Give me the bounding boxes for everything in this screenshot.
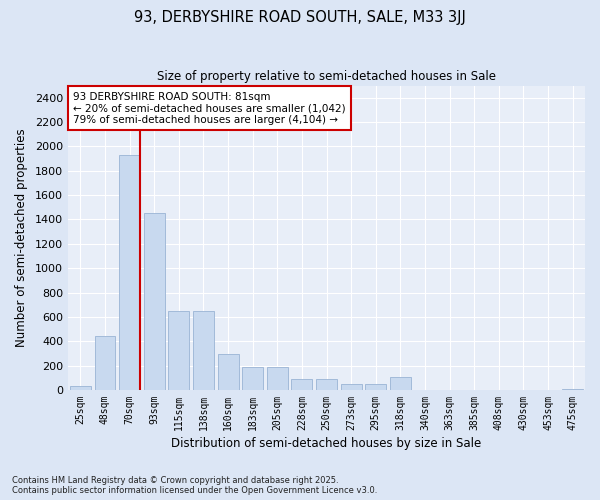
Bar <box>341 384 362 390</box>
Bar <box>316 379 337 390</box>
Bar <box>242 368 263 390</box>
Bar <box>390 376 411 390</box>
Text: Contains HM Land Registry data © Crown copyright and database right 2025.
Contai: Contains HM Land Registry data © Crown c… <box>12 476 377 495</box>
Bar <box>267 368 288 390</box>
Bar <box>292 379 313 390</box>
Bar <box>169 311 189 390</box>
Bar <box>218 354 239 390</box>
Bar <box>144 214 164 390</box>
Title: Size of property relative to semi-detached houses in Sale: Size of property relative to semi-detach… <box>157 70 496 83</box>
Text: 93, DERBYSHIRE ROAD SOUTH, SALE, M33 3JJ: 93, DERBYSHIRE ROAD SOUTH, SALE, M33 3JJ <box>134 10 466 25</box>
Bar <box>562 388 583 390</box>
X-axis label: Distribution of semi-detached houses by size in Sale: Distribution of semi-detached houses by … <box>172 437 482 450</box>
Text: 93 DERBYSHIRE ROAD SOUTH: 81sqm
← 20% of semi-detached houses are smaller (1,042: 93 DERBYSHIRE ROAD SOUTH: 81sqm ← 20% of… <box>73 92 346 125</box>
Bar <box>119 155 140 390</box>
Bar <box>365 384 386 390</box>
Bar <box>193 311 214 390</box>
Bar <box>95 336 115 390</box>
Y-axis label: Number of semi-detached properties: Number of semi-detached properties <box>15 128 28 347</box>
Bar <box>70 386 91 390</box>
